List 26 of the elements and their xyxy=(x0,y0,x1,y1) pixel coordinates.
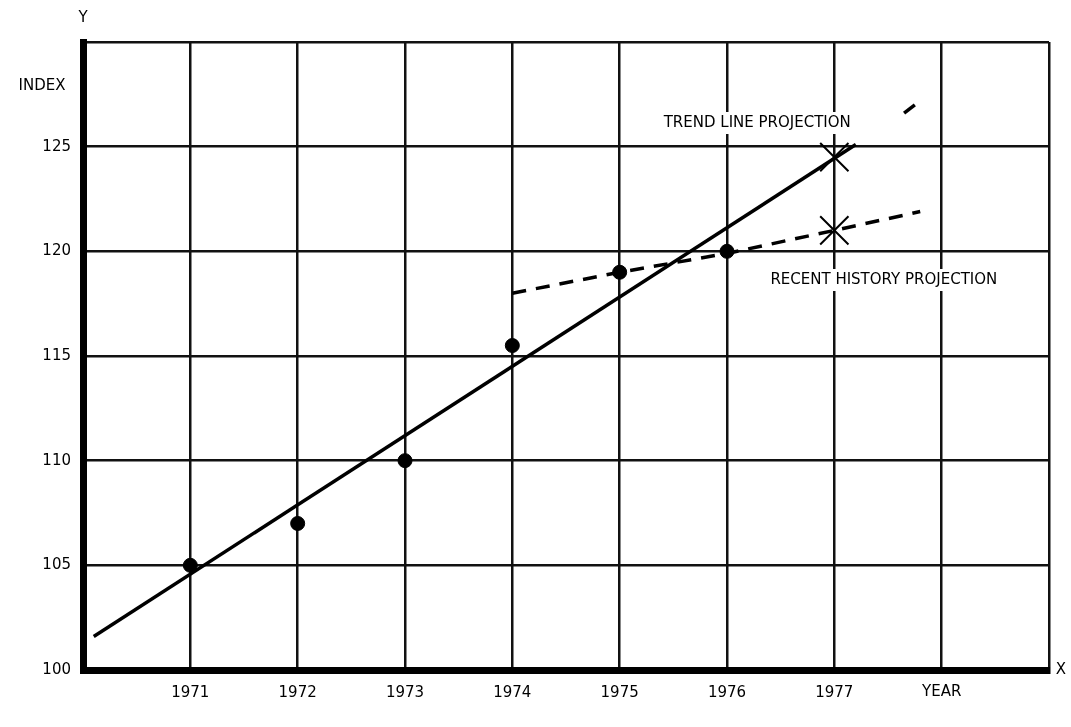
y-tick-label: 105 xyxy=(42,555,71,574)
text: Y xyxy=(77,7,89,26)
y-tick-label: 120 xyxy=(42,241,71,260)
y-tick-label: 115 xyxy=(42,345,71,364)
point xyxy=(612,264,628,280)
x-tick-label: 1974 xyxy=(493,682,532,701)
point xyxy=(290,515,306,531)
x-tick-label: 1976 xyxy=(707,682,747,701)
x-tick-label: 1973 xyxy=(385,682,425,701)
point xyxy=(504,338,520,354)
x-axis-title: YEAR xyxy=(921,681,962,700)
text: X xyxy=(1055,659,1067,678)
annotation: TREND LINE PROJECTION xyxy=(662,112,851,131)
annotation: RECENT HISTORY PROJECTION xyxy=(770,269,998,288)
point xyxy=(819,141,850,173)
x-tick-label: 1977 xyxy=(815,682,854,701)
y-axis-title: INDEX xyxy=(18,75,66,94)
y-tick-label: 110 xyxy=(42,450,71,469)
x-tick-label: 1972 xyxy=(278,682,317,701)
point xyxy=(719,243,735,259)
point xyxy=(397,453,413,469)
y-tick-label: 100 xyxy=(42,659,71,678)
x-tick-label: 1975 xyxy=(600,682,639,701)
x-tick-label: 1971 xyxy=(171,682,210,701)
y-tick-label: 125 xyxy=(42,136,71,155)
point xyxy=(182,557,198,573)
